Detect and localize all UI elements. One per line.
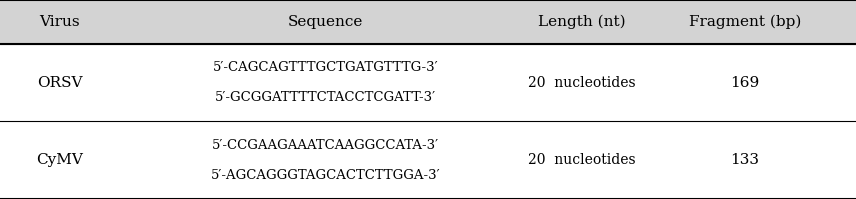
Text: 20  nucleotides: 20 nucleotides	[528, 153, 636, 167]
Text: CyMV: CyMV	[37, 153, 83, 167]
Text: 5′-GCGGATTTTCTACCTCGATT-3′: 5′-GCGGATTTTCTACCTCGATT-3′	[215, 91, 436, 104]
Text: Sequence: Sequence	[288, 15, 363, 29]
Text: Length (nt): Length (nt)	[538, 15, 626, 29]
Text: ORSV: ORSV	[37, 76, 83, 90]
Text: Virus: Virus	[39, 15, 80, 29]
Text: 133: 133	[730, 153, 759, 167]
Text: 20  nucleotides: 20 nucleotides	[528, 76, 636, 90]
Bar	[0, 0, 856, 44]
Text: 5′-CAGCAGTTTGCTGATGTTTG-3′: 5′-CAGCAGTTTGCTGATGTTTG-3′	[212, 61, 438, 74]
Text: 5′-CCGAAGAAATCAAGGCCATA-3′: 5′-CCGAAGAAATCAAGGCCATA-3′	[211, 139, 439, 152]
Text: 169: 169	[730, 76, 759, 90]
Text: 5′-AGCAGGGTAGCACTCTTGGA-3′: 5′-AGCAGGGTAGCACTCTTGGA-3′	[211, 169, 440, 182]
Text: Fragment (bp): Fragment (bp)	[688, 15, 801, 29]
